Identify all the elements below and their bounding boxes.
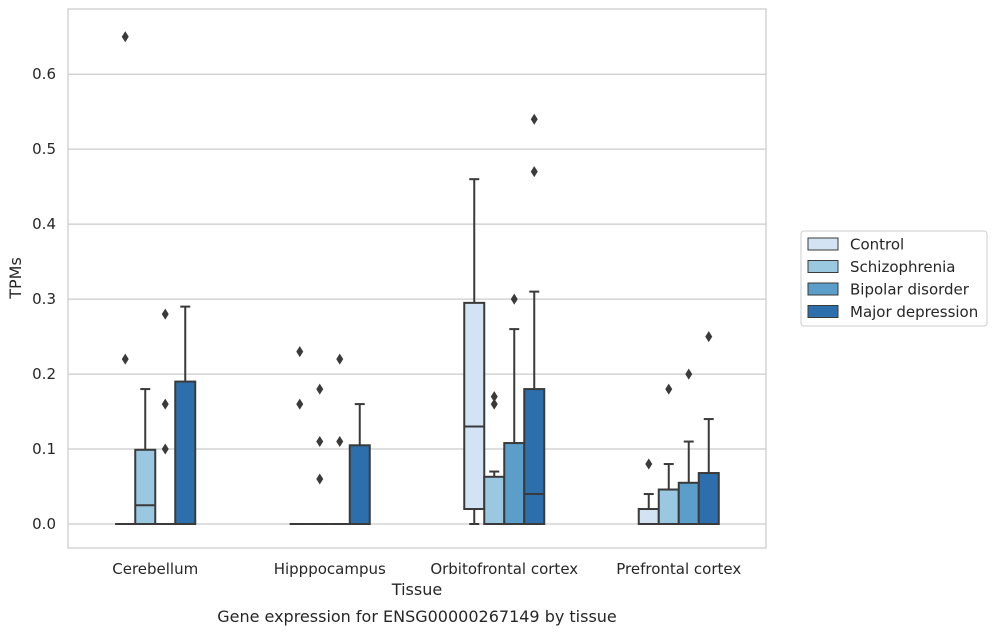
- y-tick-label: 0.1: [32, 440, 56, 458]
- outlier-point: [336, 353, 344, 365]
- x-axis-title: Tissue: [391, 580, 442, 599]
- gridlines: [68, 73, 766, 525]
- outlier-point: [530, 113, 538, 125]
- legend-label: Schizophrenia: [850, 258, 955, 276]
- legend-swatch: [807, 237, 839, 251]
- box-iqr: [174, 380, 197, 526]
- box-iqr: [657, 488, 680, 526]
- box-marks: [115, 31, 720, 526]
- box-group: [115, 31, 136, 526]
- box-group: [329, 353, 350, 526]
- box-group: [289, 346, 310, 526]
- outlier-point: [665, 383, 673, 395]
- box-group: [657, 383, 680, 526]
- outlier-point: [530, 166, 538, 178]
- y-tick-label: 0.5: [32, 140, 56, 158]
- box-group: [483, 391, 506, 526]
- x-tick-label: Prefrontal cortex: [616, 560, 741, 578]
- x-tick-label: Cerebellum: [112, 560, 198, 578]
- outlier-point: [705, 331, 713, 343]
- box-group: [155, 308, 176, 526]
- box-group: [637, 458, 660, 526]
- x-tick-label: Hipppocampus: [274, 560, 386, 578]
- box-iqr: [697, 472, 720, 526]
- outlier-point: [645, 458, 653, 470]
- x-tick-labels: Cerebellum Hipppocampus Orbitofrontal cort…: [112, 560, 741, 578]
- plot-frame: [67, 8, 767, 549]
- legend-label: Control: [850, 236, 904, 254]
- y-tick-label: 0.3: [32, 290, 56, 308]
- box-iqr: [483, 475, 506, 526]
- outlier-point: [161, 443, 169, 455]
- outlier-point: [121, 353, 129, 365]
- outlier-point: [316, 473, 324, 485]
- box-iqr: [677, 481, 700, 526]
- outlier-point: [121, 31, 129, 43]
- legend-swatch: [807, 260, 839, 273]
- y-tick-labels: 0.0 0.1 0.2 0.3 0.4 0.5 0.6: [32, 65, 56, 533]
- y-tick-label: 0.0: [32, 515, 56, 533]
- box-iqr: [523, 388, 546, 526]
- box-iqr: [134, 448, 157, 526]
- box-iqr: [637, 508, 660, 526]
- box-group: [348, 403, 371, 526]
- box-group: [134, 388, 157, 526]
- box-group: [463, 178, 486, 526]
- box-iqr: [503, 442, 526, 526]
- outlier-point: [161, 308, 169, 320]
- box-group: [697, 331, 720, 526]
- legend-swatch: [807, 282, 839, 296]
- outlier-point: [490, 391, 498, 403]
- legend-swatch: [807, 305, 839, 318]
- chart-caption: Gene expression for ENSG00000267149 by t…: [217, 607, 617, 626]
- y-tick-label: 0.6: [32, 65, 56, 83]
- outlier-point: [510, 293, 518, 305]
- y-tick-label: 0.2: [32, 365, 56, 383]
- outlier-point: [316, 383, 324, 395]
- y-tick-label: 0.4: [32, 215, 56, 233]
- outlier-point: [336, 436, 344, 448]
- legend-label: Bipolar disorder: [850, 281, 970, 299]
- box-group: [174, 305, 197, 526]
- box-group: [523, 113, 546, 526]
- box-iqr: [348, 444, 371, 526]
- box-group: [677, 368, 700, 526]
- box-group: [503, 293, 526, 526]
- outlier-point: [490, 398, 498, 410]
- outlier-point: [296, 398, 304, 410]
- legend: Control Schizophrenia Bipolar disorder Majo…: [800, 230, 988, 327]
- outlier-point: [316, 436, 324, 448]
- legend-label: Major depression: [850, 303, 978, 321]
- box-group: [309, 383, 330, 526]
- box-iqr: [463, 301, 486, 511]
- x-tick-label: Orbitofrontal cortex: [430, 560, 578, 578]
- outlier-point: [685, 368, 693, 380]
- legend-frame: [800, 230, 988, 327]
- y-axis-title: TPMs: [6, 257, 25, 300]
- outlier-point: [161, 398, 169, 410]
- outlier-point: [296, 346, 304, 358]
